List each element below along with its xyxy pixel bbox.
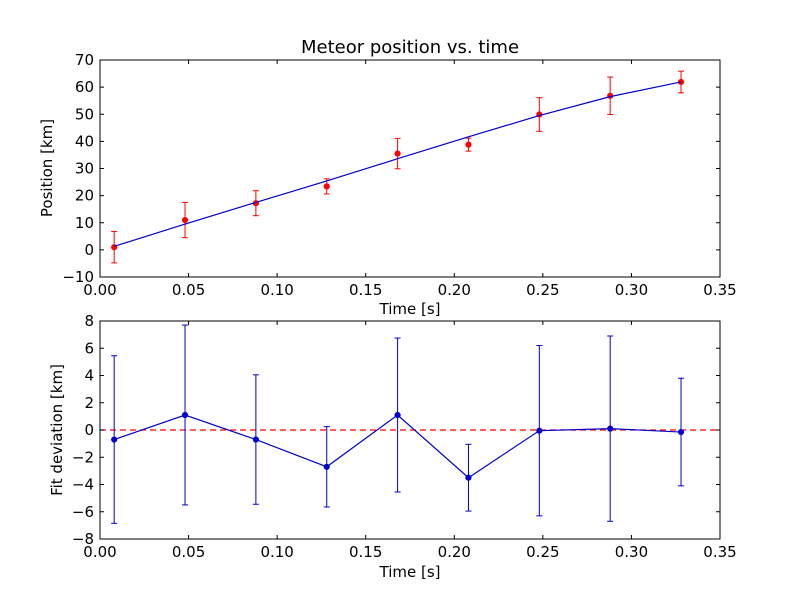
deviation-chart-xtick-label: 0.05	[172, 543, 205, 561]
position-chart-data-point	[181, 216, 189, 224]
position-chart-ytick-label: 60	[75, 78, 94, 96]
position-chart-xtick-label: 0.00	[83, 281, 116, 299]
deviation-chart-data-point	[536, 427, 543, 434]
position-chart-xlabel: Time [s]	[379, 300, 441, 318]
position-chart-xtick-label: 0.05	[172, 281, 205, 299]
position-chart-ylabel: Position [km]	[38, 119, 56, 217]
deviation-chart-ytick-label: 8	[84, 312, 94, 330]
position-chart-ytick-label: 70	[75, 51, 94, 69]
position-chart-xtick-label: 0.10	[260, 281, 293, 299]
deviation-chart-ytick-label: 4	[84, 367, 94, 385]
deviation-chart-xlabel: Time [s]	[379, 563, 441, 581]
deviation-chart-ylabel: Fit deviation [km]	[48, 364, 66, 496]
position-chart-xtick-label: 0.20	[438, 281, 471, 299]
position-chart-ticks: 0.00 0.05 0.10 0.15 0.20 0.25 0.30 0.35 −10 0 10 20…	[62, 51, 736, 299]
position-chart-series-line	[113, 81, 682, 247]
deviation-chart-data-point	[111, 436, 118, 443]
position-chart-xtick-label: 0.35	[703, 281, 736, 299]
deviation-chart-xtick-label: 0.20	[438, 543, 471, 561]
position-chart-xtick-label: 0.25	[526, 281, 559, 299]
position-chart-ytick-label: 0	[84, 241, 94, 259]
deviation-chart-xtick-label: 0.35	[703, 543, 736, 561]
position-chart-xtick-label: 0.30	[615, 281, 648, 299]
position-chart-marks	[111, 70, 685, 264]
deviation-chart-ytick-label: −4	[72, 476, 94, 494]
deviation-chart-ytick-label: −2	[72, 448, 94, 466]
deviation-chart-xtick-label: 0.10	[260, 543, 293, 561]
deviation-chart-ytick-label: 2	[84, 394, 94, 412]
position-chart-ytick-label: 20	[75, 187, 94, 205]
position-chart-ytick-label: −10	[62, 268, 94, 286]
deviation-chart-ytick-label: 0	[84, 421, 94, 439]
deviation-chart-data-point	[607, 425, 614, 432]
position-chart: Meteor position vs. time 0.00 0.05 0.10 0.1…	[38, 37, 737, 318]
deviation-chart: 0.00 0.05 0.10 0.15 0.20 0.25 0.30 0.35 −8 −6 −4 −2…	[48, 312, 737, 581]
deviation-chart-data-point	[181, 411, 189, 419]
position-chart-title: Meteor position vs. time	[301, 37, 519, 58]
position-chart-ytick-label: 40	[75, 132, 94, 150]
position-chart-ytick-label: 50	[75, 105, 94, 123]
deviation-chart-xtick-label: 0.25	[526, 543, 559, 561]
position-chart-ytick-label: 30	[75, 160, 94, 178]
deviation-chart-data-point	[252, 436, 259, 443]
deviation-chart-ytick-label: −6	[72, 503, 94, 521]
position-chart-data-point	[394, 150, 401, 157]
deviation-chart-ticks: 0.00 0.05 0.10 0.15 0.20 0.25 0.30 0.35 −8 −6 −4 −2…	[72, 312, 737, 561]
position-chart-xtick-label: 0.15	[349, 281, 382, 299]
deviation-chart-xtick-label: 0.15	[349, 543, 382, 561]
deviation-chart-xtick-label: 0.30	[615, 543, 648, 561]
deviation-chart-xtick-label: 0.00	[83, 543, 116, 561]
deviation-chart-ytick-label: −8	[72, 530, 94, 548]
deviation-chart-data-point	[677, 428, 685, 436]
deviation-chart-data-point	[323, 463, 330, 470]
deviation-chart-data-point	[465, 474, 472, 481]
position-chart-ytick-label: 10	[75, 214, 94, 232]
deviation-chart-marks	[100, 324, 720, 524]
position-chart-data-point	[323, 183, 330, 190]
position-chart-data-point	[465, 141, 472, 148]
deviation-chart-ytick-label: 6	[84, 339, 94, 357]
deviation-chart-data-point	[394, 411, 401, 419]
